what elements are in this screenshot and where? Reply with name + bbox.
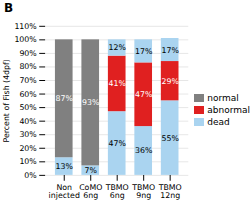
svg-text:7%: 7% [85, 166, 97, 175]
svg-text:87%: 87% [56, 94, 73, 103]
html-text:abnormal: abnormal [207, 105, 250, 116]
svg-text:17%: 17% [161, 46, 178, 55]
svg-text:40%: 40% [19, 117, 36, 126]
svg-text:80%: 80% [19, 62, 36, 71]
svg-text:TBMO12ng: TBMO12ng [158, 183, 182, 200]
svg-text:17%: 17% [135, 47, 152, 56]
svg-text:13%: 13% [56, 162, 73, 171]
svg-text:110%: 110% [14, 22, 36, 31]
svg-text:70%: 70% [19, 76, 36, 85]
html-text:dead: dead [207, 117, 230, 128]
html-text:normal: normal [207, 93, 239, 104]
svg-text:29%: 29% [161, 77, 178, 86]
svg-text:Percent of Fish (4dpf): Percent of Fish (4dpf) [2, 59, 11, 142]
svg-text:30%: 30% [19, 130, 36, 139]
svg-text:36%: 36% [135, 146, 152, 155]
svg-text:50%: 50% [19, 103, 36, 112]
svg-text:60%: 60% [19, 90, 36, 99]
svg-text:20%: 20% [19, 144, 36, 153]
svg-text:10%: 10% [19, 157, 36, 166]
svg-text:0%: 0% [24, 171, 36, 180]
svg-text:93%: 93% [82, 98, 99, 107]
svg-text:90%: 90% [19, 49, 36, 58]
svg-text:CoMO6ng: CoMO6ng [79, 183, 102, 200]
svg-text:41%: 41% [108, 79, 125, 88]
svg-text:TBMO9ng: TBMO9ng [131, 183, 155, 200]
svg-text:47%: 47% [135, 90, 152, 99]
svg-text:47%: 47% [108, 139, 125, 148]
svg-text:55%: 55% [161, 134, 178, 143]
svg-text:100%: 100% [14, 35, 36, 44]
svg-text:12%: 12% [108, 43, 125, 52]
svg-text:TBMO6ng: TBMO6ng [105, 183, 129, 200]
svg-text:Noninjected: Noninjected [49, 183, 80, 200]
html-text:B: B [4, 1, 14, 15]
